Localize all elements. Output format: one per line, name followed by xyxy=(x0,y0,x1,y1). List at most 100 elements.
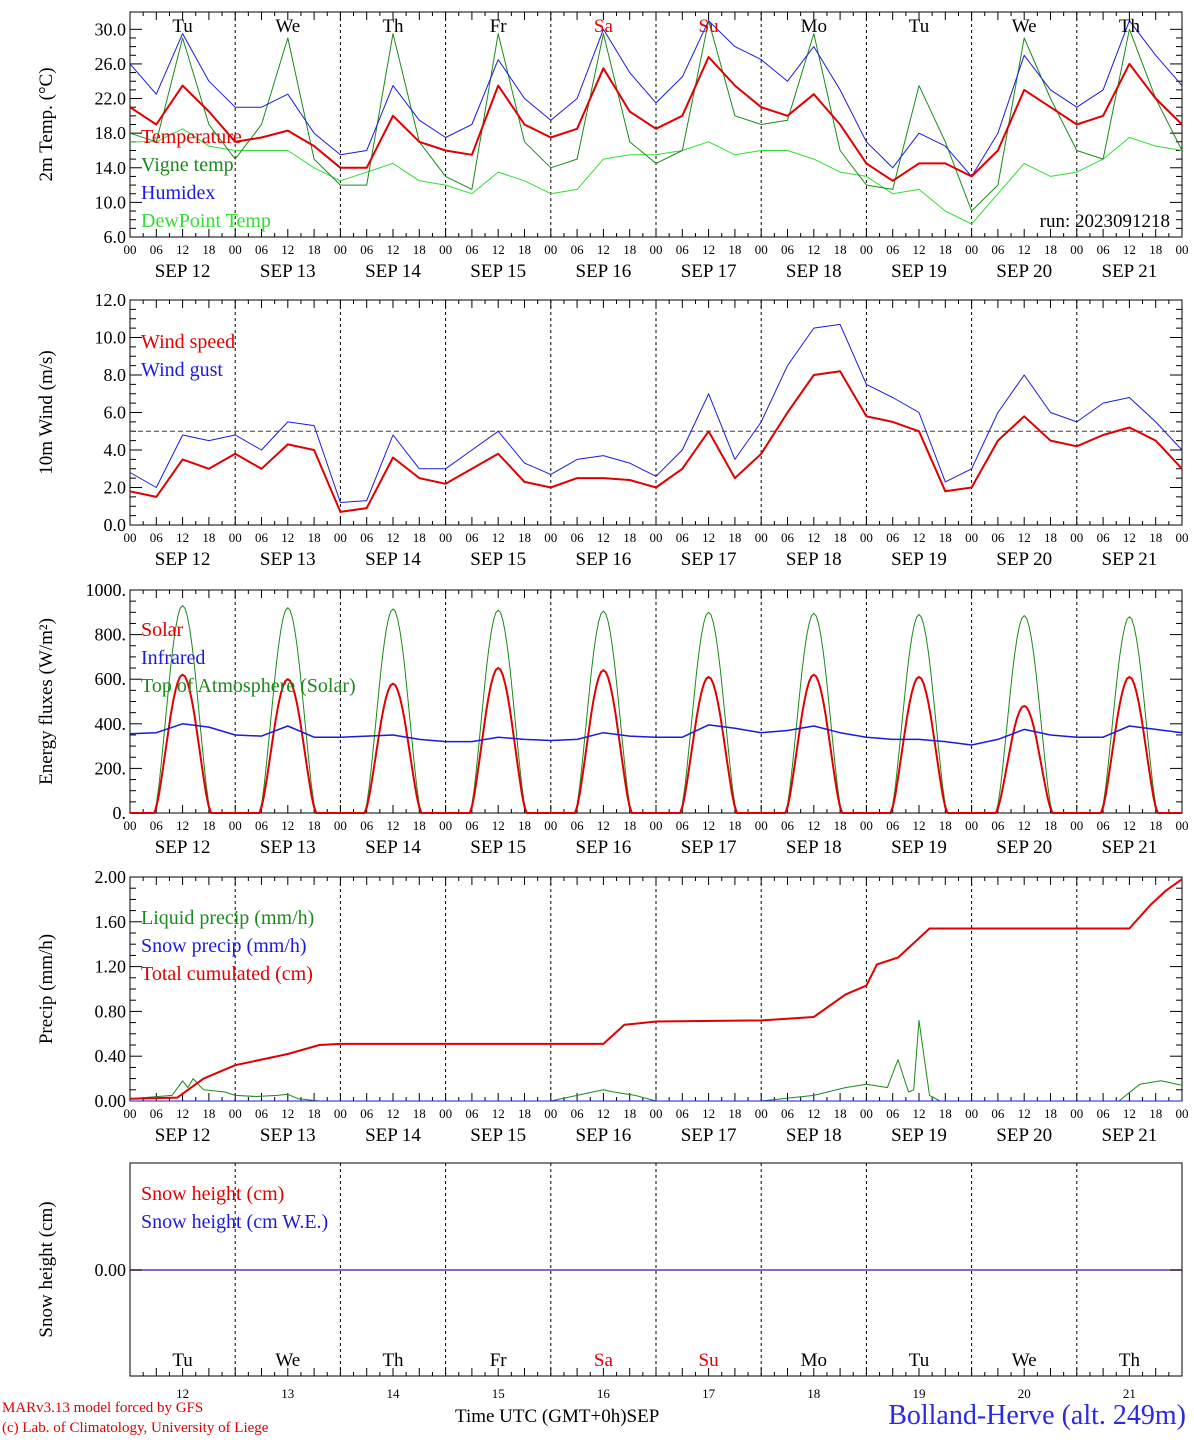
run-label: run: 2023091218 xyxy=(1040,211,1170,232)
date-label: SEP 16 xyxy=(576,837,632,858)
hour-tick-label: 12 xyxy=(1018,818,1031,833)
model-credit: MARv3.13 model forced by GFS xyxy=(2,1400,204,1416)
day-label: Su xyxy=(699,16,720,37)
date-label: SEP 21 xyxy=(1102,549,1158,570)
hour-tick-label: 12 xyxy=(1018,1106,1031,1121)
series-wind-gust xyxy=(129,323,1183,503)
lab-credit: (c) Lab. of Climatology, University of L… xyxy=(2,1420,269,1436)
hour-tick-label: 06 xyxy=(886,530,900,545)
day-number-label: 17 xyxy=(702,1386,716,1401)
hour-tick-label: 12 xyxy=(387,242,400,257)
legend-liquid-precip-mm-h: Liquid precip (mm/h) xyxy=(141,907,314,929)
hour-tick-label: 12 xyxy=(913,1106,926,1121)
x-axis-labels: 00 06 12 18 SEP 12 00 06 12 18 SEP 13 00 06 12 18 SEP … xyxy=(124,818,1189,858)
date-label: SEP 14 xyxy=(365,261,421,282)
date-label: SEP 18 xyxy=(786,837,842,858)
panel-5: 0.00 Snow height (cm) Snow height (cm) Snow… xyxy=(36,1162,1183,1401)
hour-tick-label: 18 xyxy=(518,242,531,257)
date-label: SEP 15 xyxy=(470,549,526,570)
date-label: SEP 19 xyxy=(891,1125,947,1146)
date-label: SEP 21 xyxy=(1102,1125,1158,1146)
panel-1: 6.0 10.0 14.0 18.0 22.0 26.0 30.0 2m Temp. (°C)… xyxy=(36,11,1183,247)
hour-tick-label: 12 xyxy=(281,818,294,833)
hour-tick-label: 12 xyxy=(597,242,610,257)
date-label: SEP 16 xyxy=(576,549,632,570)
y-tick-label: 18.0 xyxy=(95,123,127,143)
hour-tick-label: 18 xyxy=(1149,530,1162,545)
date-label: SEP 12 xyxy=(155,1125,211,1146)
hour-tick-label: 18 xyxy=(623,242,636,257)
hour-tick-label: 06 xyxy=(676,530,690,545)
hour-tick-label: 00 xyxy=(1070,818,1083,833)
hour-tick-label: 00 xyxy=(860,1106,873,1121)
hour-tick-label: 06 xyxy=(886,1106,900,1121)
hour-tick-label: 12 xyxy=(1018,530,1031,545)
hour-tick-label: 00 xyxy=(965,1106,978,1121)
hour-tick-label: 00 xyxy=(755,818,768,833)
y-axis-label: Energy fluxes (W/m²) xyxy=(36,618,57,785)
day-label: Tu xyxy=(172,1350,193,1371)
hour-tick-label: 12 xyxy=(913,242,926,257)
date-label: SEP 15 xyxy=(470,261,526,282)
y-axis-label: 10m Wind (m/s) xyxy=(36,350,57,475)
hour-tick-label: 00 xyxy=(229,818,242,833)
y-tick-label: 10.0 xyxy=(95,192,127,212)
legend-infrared: Infrared xyxy=(141,647,205,669)
hour-tick-label: 06 xyxy=(991,530,1005,545)
hour-tick-label: 18 xyxy=(518,1106,531,1121)
hour-tick-label: 06 xyxy=(991,242,1005,257)
y-axis-label: Snow height (cm) xyxy=(36,1201,57,1337)
y-tick-label: 26.0 xyxy=(95,54,127,74)
hour-tick-label: 00 xyxy=(650,530,663,545)
hour-tick-label: 18 xyxy=(1044,242,1057,257)
hour-tick-label: 12 xyxy=(1018,242,1031,257)
y-tick-label: 0. xyxy=(113,803,127,823)
hour-tick-label: 18 xyxy=(413,818,426,833)
day-label: Tu xyxy=(909,16,930,37)
x-axis-labels: 00 06 12 18 SEP 12 00 06 12 18 SEP 13 00 06 12 18 SEP … xyxy=(124,530,1189,570)
hour-tick-label: 18 xyxy=(834,1106,847,1121)
hour-tick-label: 18 xyxy=(202,1106,215,1121)
hour-tick-label: 12 xyxy=(807,1106,820,1121)
hour-tick-label: 12 xyxy=(176,530,189,545)
hour-tick-label: 00 xyxy=(229,242,242,257)
hour-tick-label: 06 xyxy=(465,530,479,545)
hour-tick-label: 06 xyxy=(781,242,795,257)
hour-tick-label: 06 xyxy=(571,242,585,257)
day-label: We xyxy=(1012,1350,1037,1371)
date-label: SEP 18 xyxy=(786,261,842,282)
y-tick-label: 800. xyxy=(95,625,127,645)
date-label: SEP 16 xyxy=(576,1125,632,1146)
day-number-label: 16 xyxy=(597,1386,611,1401)
hour-tick-label: 12 xyxy=(387,530,400,545)
plot-frame xyxy=(129,11,1183,238)
hour-tick-label: 06 xyxy=(465,1106,479,1121)
hour-tick-label: 06 xyxy=(886,818,900,833)
hour-tick-label: 00 xyxy=(650,818,663,833)
hour-tick-label: 00 xyxy=(544,242,557,257)
hour-tick-label: 18 xyxy=(1044,1106,1057,1121)
day-label: Fr xyxy=(490,1350,508,1371)
y-tick-label: 400. xyxy=(95,714,127,734)
series-wind-speed xyxy=(129,370,1183,513)
legend-humidex: Humidex xyxy=(141,182,215,204)
hour-tick-label: 06 xyxy=(150,530,164,545)
month-label: SEP xyxy=(626,1406,660,1427)
hour-tick-label: 00 xyxy=(755,242,768,257)
legend-wind-speed: Wind speed xyxy=(141,331,235,353)
hour-tick-label: 00 xyxy=(544,818,557,833)
hour-tick-label: 12 xyxy=(597,530,610,545)
hour-tick-label: 06 xyxy=(465,242,479,257)
hour-tick-label: 00 xyxy=(755,530,768,545)
date-label: SEP 13 xyxy=(260,549,316,570)
hour-tick-label: 00 xyxy=(965,818,978,833)
hour-tick-label: 00 xyxy=(860,530,873,545)
hour-tick-label: 06 xyxy=(676,1106,690,1121)
hour-tick-label: 18 xyxy=(728,242,741,257)
date-label: SEP 15 xyxy=(470,837,526,858)
hour-tick-label: 00 xyxy=(650,1106,663,1121)
y-tick-label: 2.0 xyxy=(104,478,127,498)
hour-tick-label: 12 xyxy=(597,818,610,833)
day-label: Mo xyxy=(801,1350,827,1371)
